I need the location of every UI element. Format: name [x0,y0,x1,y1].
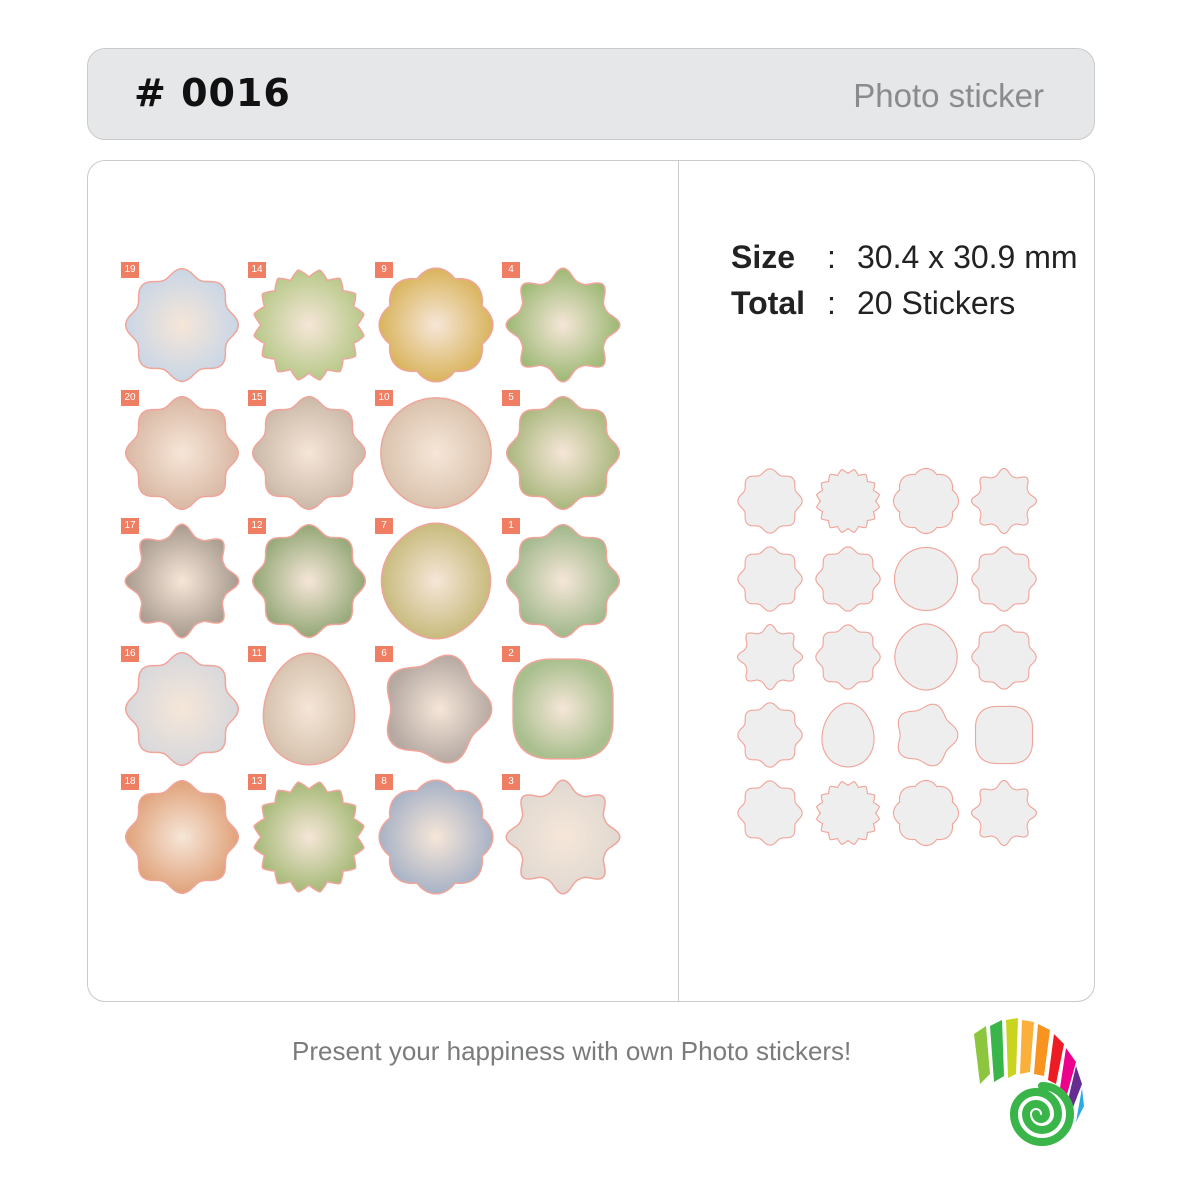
product-panel: 19 14 9 4 20 15 10 5 17 12 7 1 16 11 6 2 18 13 8 3 Size : 3… [87,160,1095,1002]
photo-sticker: 2 [502,646,623,769]
template-cut-shape [736,623,804,691]
product-category: Photo sticker [853,77,1044,114]
template-cut-shape [821,702,875,768]
photo-sticker: 20 [121,390,242,513]
sticker-photo-shape [124,395,240,511]
sticker-number-badge: 9 [375,262,393,278]
sticker-photo-shape [386,654,493,764]
template-cut-shape [974,705,1034,765]
sticker-number-badge: 5 [502,390,520,406]
photo-sticker: 7 [375,518,496,641]
sticker-photo-shape [505,267,621,383]
template-cut-shape [970,779,1038,847]
sticker-number-badge: 2 [502,646,520,662]
sticker-sheet-preview: 19 14 9 4 20 15 10 5 17 12 7 1 16 11 6 2 18 13 8 3 [121,262,623,905]
sticker-number-badge: 19 [121,262,139,278]
sticker-photo-shape [253,269,365,381]
photo-sticker: 14 [248,262,369,385]
sticker-number-badge: 18 [121,774,139,790]
photo-sticker: 1 [502,518,623,641]
sticker-number-badge: 14 [248,262,266,278]
photo-sticker: 3 [502,774,623,897]
sticker-number-badge: 6 [375,646,393,662]
sticker-number-badge: 7 [375,518,393,534]
cut-template-preview [734,465,1046,855]
product-code: # 0016 [134,71,291,115]
size-colon: : [827,239,836,275]
sticker-photo-shape [505,523,621,639]
photo-sticker: 16 [121,646,242,769]
sticker-number-badge: 8 [375,774,393,790]
sticker-number-badge: 17 [121,518,139,534]
sticker-number-badge: 13 [248,774,266,790]
sticker-photo-shape [380,397,492,509]
sticker-photo-shape [378,267,494,383]
chameleon-logo-icon [974,1018,1084,1146]
template-cut-shape [970,467,1038,535]
total-value: 20 Stickers [857,285,1016,321]
template-cut-shape [737,468,803,534]
photo-sticker: 13 [248,774,369,897]
sticker-photo-shape [378,779,494,895]
photo-sticker: 15 [248,390,369,513]
sticker-number-badge: 11 [248,646,266,662]
template-cut-shape [971,624,1037,690]
template-cut-shape [892,779,960,847]
photo-sticker: 11 [248,646,369,769]
template-cut-shape [815,546,881,612]
sticker-number-badge: 20 [121,390,139,406]
size-label: Size [731,239,796,275]
photo-sticker: 12 [248,518,369,641]
sticker-photo-shape [380,522,492,640]
sticker-photo-shape [124,651,240,767]
sticker-photo-shape [124,779,240,895]
sticker-number-badge: 15 [248,390,266,406]
sticker-photo-shape [251,523,367,639]
template-cut-shape [971,546,1037,612]
sticker-photo-shape [505,395,621,511]
header-bar: # 0016 Photo sticker [87,48,1095,140]
total-colon: : [827,285,836,321]
photo-sticker: 8 [375,774,496,897]
sticker-photo-shape [512,658,614,760]
sticker-number-badge: 1 [502,518,520,534]
size-value: 30.4 x 30.9 mm [857,239,1078,275]
template-cut-shape [737,546,803,612]
sticker-number-badge: 10 [375,390,393,406]
photo-sticker: 5 [502,390,623,513]
template-cut-shape [897,703,959,767]
template-cut-shape [816,781,880,845]
sticker-photo-shape [124,267,240,383]
photo-sticker: 9 [375,262,496,385]
template-cut-shape [815,624,881,690]
template-cut-shape [816,469,880,533]
photo-sticker: 18 [121,774,242,897]
template-cut-shape [894,623,958,691]
sticker-number-badge: 12 [248,518,266,534]
template-cut-shape [893,546,959,612]
template-cut-shape [892,467,960,535]
total-label: Total [731,285,806,321]
photo-sticker: 6 [375,646,496,769]
tagline: Present your happiness with own Photo st… [292,1036,852,1066]
sticker-number-badge: 16 [121,646,139,662]
photo-sticker: 4 [502,262,623,385]
photo-sticker: 17 [121,518,242,641]
sticker-photo-shape [505,779,621,895]
photo-sticker: 19 [121,262,242,385]
sticker-photo-shape [253,781,365,893]
sticker-photo-shape [251,395,367,511]
sticker-number-badge: 4 [502,262,520,278]
sticker-number-badge: 3 [502,774,520,790]
template-cut-shape [737,702,803,768]
sticker-photo-shape [124,523,240,639]
panel-divider [678,161,679,1001]
photo-sticker: 10 [375,390,496,513]
sticker-photo-shape [262,652,356,766]
template-cut-shape [737,780,803,846]
